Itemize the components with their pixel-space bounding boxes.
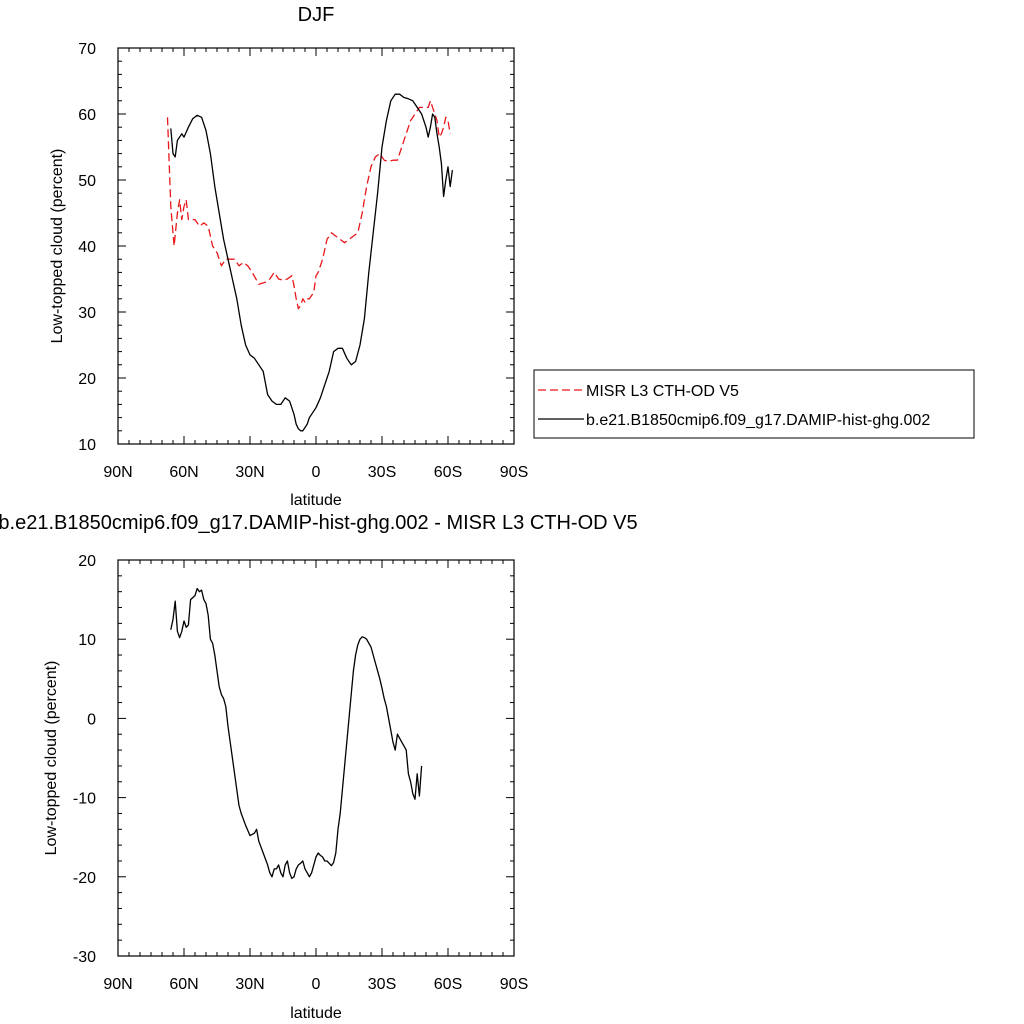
y-axis-title: Low-topped cloud (percent) [43,661,60,856]
y-tick-label: 20 [78,553,96,570]
y-tick-label: 0 [87,711,96,728]
difference-chart-panel: b.e21.B1850cmip6.f09_g17.DAMIP-hist-ghg.… [0,512,638,1022]
y-tick-label: -30 [73,949,96,966]
x-tick-label: 60S [434,464,462,481]
x-tick-label: 30N [235,976,264,993]
x-tick-label: 90S [500,976,528,993]
y-axis-title: Low-topped cloud (percent) [49,149,66,344]
y-tick-label: 30 [78,305,96,322]
x-tick-label: 30S [368,976,396,993]
x-tick-label: 60N [169,464,198,481]
chart-title: DJF [298,4,335,26]
x-tick-label: 90N [103,976,132,993]
y-tick-label: 60 [78,107,96,124]
legend-label-misr: MISR L3 CTH-OD V5 [586,383,739,400]
x-axis-title: latitude [290,492,342,509]
djf-chart-panel: DJF Low-topped cloud (percent) latitude … [49,4,528,509]
series-layer [166,93,454,432]
legend-label-model: b.e21.B1850cmip6.f09_g17.DAMIP-hist-ghg.… [586,412,930,429]
y-tick-label: 50 [78,173,96,190]
legend-box [533,369,975,439]
x-tick-label: 90S [500,464,528,481]
series-line-model [170,93,454,432]
x-tick-label: 90N [103,464,132,481]
y-tick-label: -10 [73,791,96,808]
series-line-misr [166,100,451,310]
series-layer [170,587,423,880]
y-tick-label: 20 [78,371,96,388]
x-axis-title: latitude [290,1005,342,1022]
series-line-difference [170,587,423,880]
x-tick-label: 0 [312,464,321,481]
chart-title: b.e21.B1850cmip6.f09_g17.DAMIP-hist-ghg.… [0,512,638,534]
y-tick-label: 40 [78,239,96,256]
x-tick-label: 30N [235,464,264,481]
legend: MISR L3 CTH-OD V5 b.e21.B1850cmip6.f09_g… [533,369,975,439]
x-tick-label: 0 [312,976,321,993]
x-tick-label: 30S [368,464,396,481]
x-tick-label: 60S [434,976,462,993]
y-tick-label: 70 [78,41,96,58]
y-tick-label: 10 [78,632,96,649]
y-tick-label: 10 [78,437,96,454]
axes-frame: 90N 60N 30N 0 30S 60S 90S 10 20 30 40 50 60 70 [78,41,528,481]
axes-frame: 90N 60N 30N 0 30S 60S 90S -30 -20 -10 0 10 20 [73,553,528,993]
y-tick-label: -20 [73,870,96,887]
x-tick-label: 60N [169,976,198,993]
